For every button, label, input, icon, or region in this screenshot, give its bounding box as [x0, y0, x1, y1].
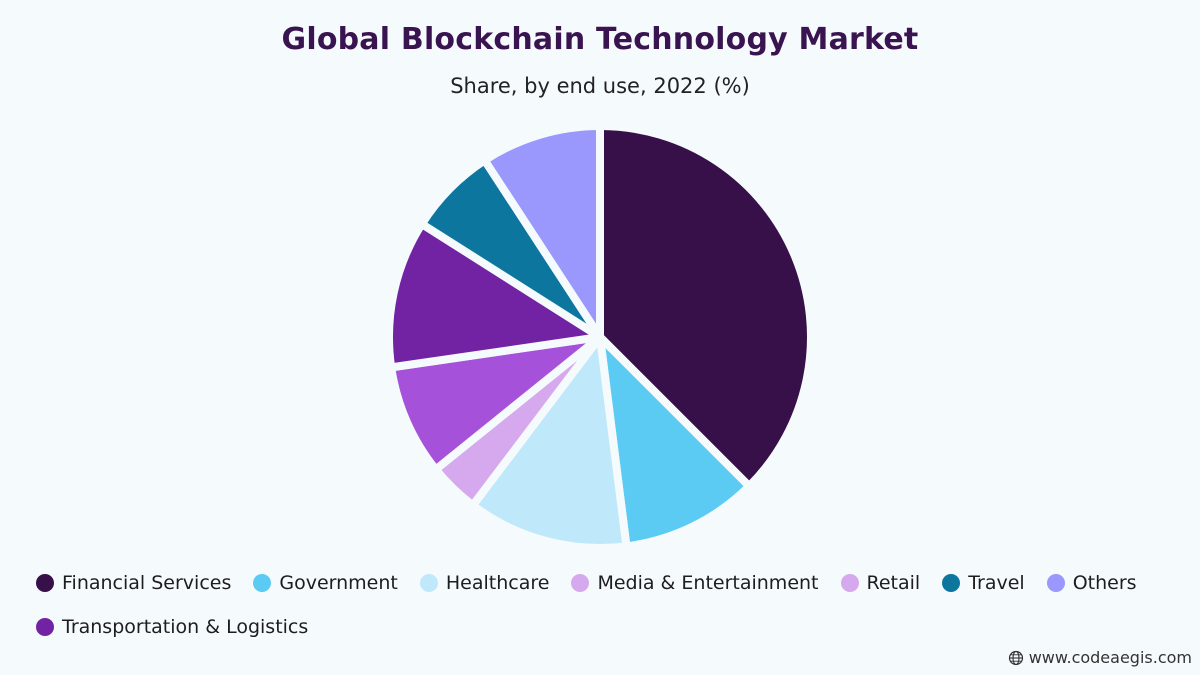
footer-url: www.codeaegis.com	[1028, 648, 1192, 667]
legend-swatch	[253, 574, 272, 592]
legend-item-government: Government	[253, 568, 398, 598]
legend-item-others: Others	[1046, 568, 1137, 598]
legend-item-retail: Retail	[840, 568, 921, 598]
legend-swatch	[840, 574, 859, 592]
legend-label: Retail	[866, 572, 921, 594]
legend-item-healthcare: Healthcare	[419, 568, 550, 598]
legend-swatch	[36, 618, 54, 636]
legend-item-financial-services: Financial Services	[36, 568, 231, 598]
pie-slice-government	[596, 333, 754, 551]
legend-label: Travel	[968, 572, 1025, 594]
legend-swatch	[36, 574, 54, 592]
legend-swatch	[419, 574, 438, 592]
legend-label: Transportation & Logistics	[62, 616, 309, 638]
pie-slice-healthcare	[468, 333, 631, 552]
legend-label: Healthcare	[445, 572, 550, 594]
legend-label: Others	[1072, 572, 1137, 594]
legend-item-travel: Travel	[942, 568, 1025, 598]
chart-subtitle: Share, by end use, 2022 (%)	[450, 74, 750, 98]
chart-legend: Financial Services Government Healthcare Me…	[36, 568, 1176, 642]
footer-website: www.codeaegis.com	[1008, 648, 1192, 667]
pie-slice-transportation-logistics	[385, 219, 604, 372]
globe-icon	[1008, 650, 1023, 665]
legend-label: Financial Services	[62, 572, 232, 594]
legend-item-transportation-logistics: Transportation & Logistics	[36, 612, 308, 642]
pie-slice-others	[480, 122, 604, 341]
pie-slice-financial-services	[596, 122, 815, 491]
legend-swatch	[1046, 574, 1065, 592]
legend-item-media-entertainment: Media & Entertainment	[571, 568, 819, 598]
chart-title: Global Blockchain Technology Market	[281, 22, 919, 57]
legend-label: Media & Entertainment	[597, 572, 819, 594]
legend-swatch	[571, 574, 590, 592]
legend-label: Government	[279, 572, 398, 594]
legend-swatch	[942, 574, 961, 592]
pie-chart	[385, 122, 815, 552]
